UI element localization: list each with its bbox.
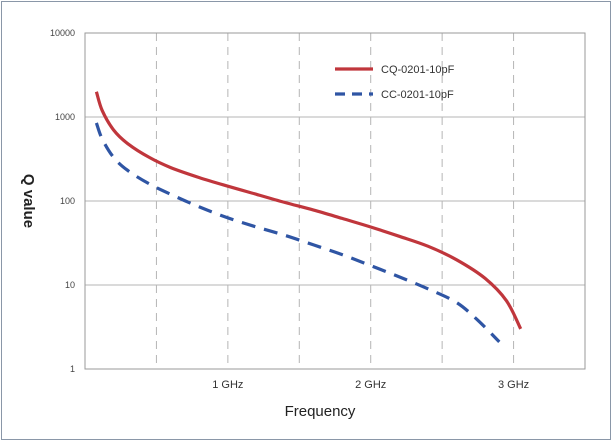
series-lines (94, 91, 523, 344)
y-tick-label: 10000 (50, 28, 75, 38)
y-tick-label: 1 (70, 364, 75, 374)
y-tick-label: 10 (65, 280, 75, 290)
y-tick-label: 1000 (55, 112, 75, 122)
y-axis-label: Q value (20, 174, 37, 228)
plot-border (84, 32, 586, 370)
line-chart: 1 10 100 1000 10000 1 GHz 2 GHz 3 GHz CQ-0201-… (20, 28, 586, 420)
x-axis-label: Frequency (285, 403, 356, 420)
x-tick-labels: 1 GHz 2 GHz 3 GHz (212, 379, 529, 391)
legend-label-2: CC-0201-10pF (381, 89, 454, 101)
chart-frame: 1 10 100 1000 10000 1 GHz 2 GHz 3 GHz CQ-0201-… (1, 1, 611, 440)
legend-label-1: CQ-0201-10pF (381, 64, 455, 76)
x-tick-label: 1 GHz (212, 379, 243, 391)
x-tick-label: 2 GHz (355, 379, 386, 391)
series-line-1 (94, 91, 523, 330)
y-tick-labels: 1 10 100 1000 10000 (50, 28, 75, 374)
y-tick-label: 100 (60, 196, 75, 206)
series-line-2 (94, 122, 501, 344)
x-tick-label: 3 GHz (498, 379, 529, 391)
legend: CQ-0201-10pF CC-0201-10pF (335, 64, 455, 101)
plot-outline (84, 32, 586, 370)
